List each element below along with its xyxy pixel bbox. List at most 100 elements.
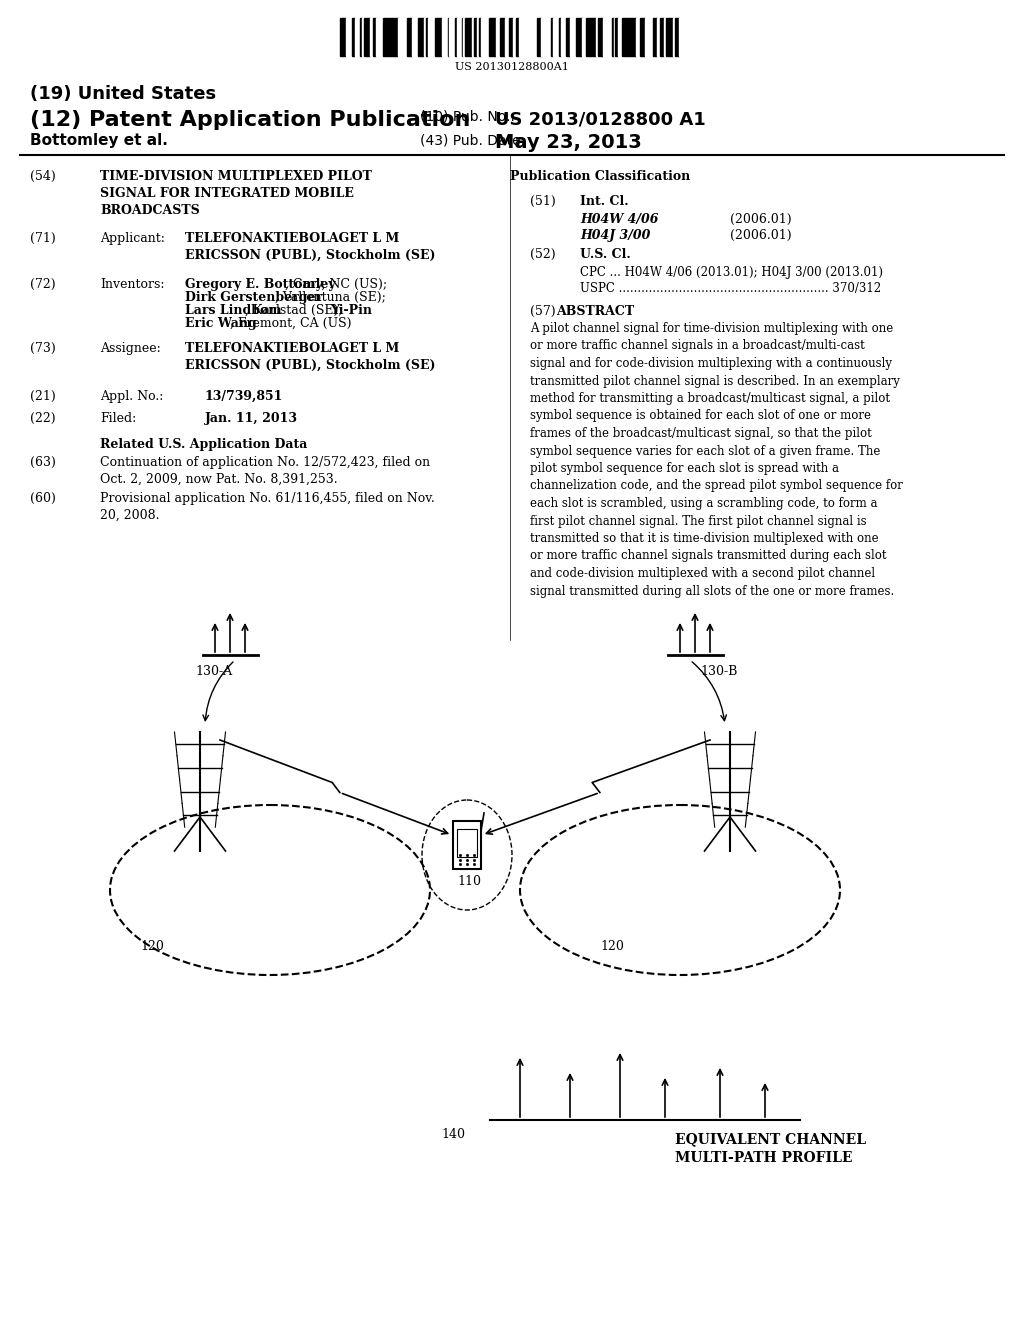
Text: Assignee:: Assignee: (100, 342, 161, 355)
Bar (537, 18, 541, 55)
Bar (502, 18, 505, 55)
Text: H04W 4/06: H04W 4/06 (580, 213, 658, 226)
Bar (443, 18, 447, 55)
Bar (564, 18, 566, 55)
Bar (452, 18, 455, 55)
Bar (558, 18, 560, 55)
Bar (460, 18, 462, 55)
Bar (340, 18, 343, 55)
Text: TELEFONAKTIEBOLAGET L M
ERICSSON (PUBL), Stockholm (SE): TELEFONAKTIEBOLAGET L M ERICSSON (PUBL),… (185, 342, 435, 372)
Bar (543, 18, 545, 55)
Text: CPC ... H04W 4/06 (2013.01); H04J 3/00 (2013.01): CPC ... H04W 4/06 (2013.01); H04J 3/00 (… (580, 267, 883, 279)
Bar (476, 18, 478, 55)
Bar (449, 18, 452, 55)
Bar (580, 18, 582, 55)
Bar (500, 18, 502, 55)
Text: , Fremont, CA (US): , Fremont, CA (US) (230, 317, 351, 330)
Text: Bottomley et al.: Bottomley et al. (30, 133, 168, 148)
Bar (457, 829, 477, 857)
Text: Applicant:: Applicant: (100, 232, 165, 246)
Text: TELEFONAKTIEBOLAGET L M
ERICSSON (PUBL), Stockholm (SE): TELEFONAKTIEBOLAGET L M ERICSSON (PUBL),… (185, 232, 435, 261)
Bar (415, 18, 418, 55)
Bar (447, 18, 449, 55)
Bar (566, 18, 568, 55)
Bar (609, 18, 612, 55)
Text: , Cary, NC (US);: , Cary, NC (US); (285, 279, 387, 290)
Bar (345, 18, 349, 55)
Bar (584, 18, 586, 55)
Text: 110: 110 (457, 875, 481, 888)
Bar (666, 18, 670, 55)
Bar (673, 18, 675, 55)
Text: (60): (60) (30, 492, 56, 506)
Bar (488, 18, 492, 55)
Text: (57): (57) (530, 305, 556, 318)
Text: (12) Patent Application Publication: (12) Patent Application Publication (30, 110, 470, 129)
Bar (465, 18, 469, 55)
Text: , Vallentuna (SE);: , Vallentuna (SE); (275, 290, 386, 304)
Bar (428, 18, 431, 55)
Bar (383, 18, 386, 55)
Bar (420, 18, 424, 55)
Bar (548, 18, 551, 55)
Text: (54): (54) (30, 170, 55, 183)
Bar (481, 18, 483, 55)
Bar (487, 18, 488, 55)
Bar (534, 18, 537, 55)
Bar (659, 18, 664, 55)
Bar (632, 18, 635, 55)
Bar (373, 18, 376, 55)
Text: (52): (52) (530, 248, 556, 261)
Text: U.S. Cl.: U.S. Cl. (580, 248, 631, 261)
Text: Dirk Gerstenberger: Dirk Gerstenberger (185, 290, 323, 304)
Bar (568, 18, 570, 55)
Bar (381, 18, 383, 55)
Bar (362, 18, 364, 55)
Bar (528, 18, 531, 55)
Bar (526, 18, 528, 55)
Bar (607, 18, 609, 55)
Bar (354, 18, 357, 55)
Bar (573, 18, 575, 55)
Text: 130-A: 130-A (195, 665, 232, 678)
Bar (593, 18, 596, 55)
Text: Continuation of application No. 12/572,423, filed on
Oct. 2, 2009, now Pat. No. : Continuation of application No. 12/572,4… (100, 455, 430, 486)
Text: Filed:: Filed: (100, 412, 136, 425)
Text: H04J 3/00: H04J 3/00 (580, 228, 650, 242)
Text: (19) United States: (19) United States (30, 84, 216, 103)
Text: Yi-Pin: Yi-Pin (330, 304, 372, 317)
Bar (524, 18, 526, 55)
Bar (545, 18, 547, 55)
Text: (2006.01): (2006.01) (730, 213, 792, 226)
Text: , Karlstad (SE);: , Karlstad (SE); (245, 304, 347, 317)
Bar (453, 821, 481, 869)
Bar (598, 18, 601, 55)
Text: May 23, 2013: May 23, 2013 (495, 133, 642, 152)
Bar (392, 18, 394, 55)
Bar (655, 18, 657, 55)
Bar (394, 18, 397, 55)
Bar (541, 18, 543, 55)
Bar (471, 18, 474, 55)
Bar (613, 18, 615, 55)
Text: (71): (71) (30, 232, 55, 246)
Bar (629, 18, 632, 55)
Bar (403, 18, 407, 55)
Bar (521, 18, 524, 55)
Text: (73): (73) (30, 342, 55, 355)
Text: Related U.S. Application Data: Related U.S. Application Data (100, 438, 307, 451)
Bar (618, 18, 621, 55)
Bar (640, 18, 642, 55)
Bar (352, 18, 354, 55)
Bar (376, 18, 378, 55)
Text: EQUIVALENT CHANNEL
MULTI-PATH PROFILE: EQUIVALENT CHANNEL MULTI-PATH PROFILE (675, 1133, 866, 1166)
Bar (612, 18, 613, 55)
Bar (603, 18, 605, 55)
Bar (509, 18, 513, 55)
Bar (596, 18, 598, 55)
Bar (601, 18, 603, 55)
Bar (636, 18, 640, 55)
Bar (418, 18, 420, 55)
Bar (364, 18, 368, 55)
Bar (642, 18, 644, 55)
